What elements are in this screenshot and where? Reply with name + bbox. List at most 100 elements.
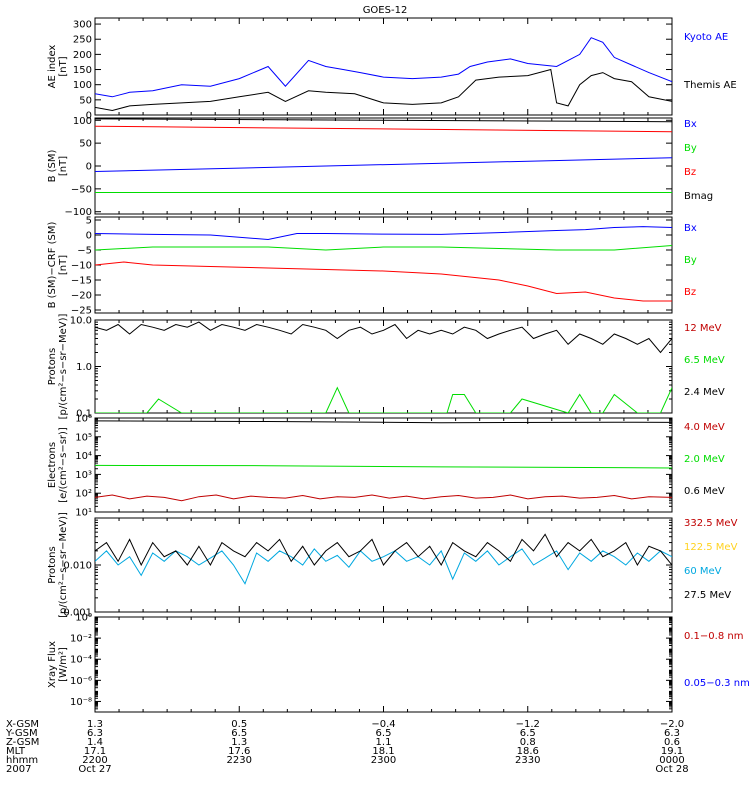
series-kyoto-ae: [95, 37, 672, 98]
legend-bx: Bx: [684, 223, 697, 234]
x-tick-value: 0.6: [664, 737, 680, 748]
x-tick-value: 6.3: [664, 728, 680, 739]
y-tick-label: 5: [86, 216, 92, 227]
y-tick-label: 10⁻⁸: [70, 697, 92, 708]
x-row-label: Y-GSM: [5, 728, 38, 739]
panel-bdiff: −25 −20 −15 −10 −5 0 5 B (SM)−CRF (SM)[nT] Bx By B…: [47, 216, 697, 317]
panel-frame: [94, 117, 673, 215]
y-axis-label: Protons[p/(cm²−s−sr−MeV)]: [47, 313, 69, 419]
y-tick-label: 10⁻⁴: [70, 655, 92, 666]
y-axis-label-line: [p/(cm²−s−sr−MeV)]: [58, 313, 69, 419]
y-tick-label: 10⁵: [75, 432, 92, 443]
y-tick-label: −20: [71, 291, 92, 302]
y-axis-label: Xray Flux[W/m²]: [47, 641, 69, 688]
y-axis-label-line: B (SM): [47, 149, 58, 182]
y-tick-label: 10³: [75, 470, 92, 481]
series-bz: [95, 125, 672, 133]
y-tick-label: −100: [65, 207, 92, 218]
x-tick-value: 0.5: [231, 719, 247, 730]
y-axis-label: AE index[nT]: [47, 45, 69, 89]
y-tick-label: 0: [86, 111, 92, 122]
y-axis-label-line: Protons: [47, 546, 58, 583]
x-row-label: X-GSM: [6, 719, 39, 730]
y-tick-label: 10⁰: [75, 613, 92, 624]
series-60-mev: [95, 548, 672, 585]
series-bz: [95, 261, 672, 302]
series-2-4-mev: [95, 321, 672, 354]
x-tick-value: 17.1: [84, 746, 106, 757]
x-row-label: 2007: [6, 764, 31, 775]
y-axis-label-line: Xray Flux: [47, 641, 58, 688]
y-tick-label: 10²: [75, 489, 92, 500]
x-tick-value: 6.5: [231, 728, 247, 739]
x-row-label: Z-GSM: [6, 737, 39, 748]
x-tick-value: 19.1: [661, 746, 683, 757]
panel-frame: [94, 216, 673, 314]
y-axis-label: B (SM)[nT]: [47, 149, 69, 182]
x-tick-value: 6.3: [87, 728, 103, 739]
y-tick-label: 10⁶: [75, 414, 92, 425]
x-tick-value: −0.4: [371, 719, 395, 730]
y-tick-label: 10¹: [75, 508, 92, 519]
x-tick-value: 2230: [227, 755, 252, 766]
series-2-0-mev: [95, 464, 672, 469]
legend-by: By: [684, 143, 697, 154]
series-4-0-mev: [95, 494, 672, 502]
legend-27-5-mev: 27.5 MeV: [684, 590, 731, 601]
y-axis-label-line: [W/m²]: [58, 647, 69, 682]
figure-title: GOES-12: [363, 5, 408, 16]
y-tick-label: −15: [71, 276, 92, 287]
x-tick-value: 0000: [659, 755, 684, 766]
series-by: [95, 245, 672, 251]
x-tick-value: 1.3: [231, 737, 247, 748]
legend-by: By: [684, 255, 697, 266]
y-tick-label: 300: [73, 20, 92, 31]
y-tick-label: 0: [86, 231, 92, 242]
y-axis-label: B (SM)−CRF (SM)[nT]: [47, 221, 69, 308]
x-tick-value: 2330: [515, 755, 540, 766]
legend-122-5-mev: 122.5 MeV: [684, 542, 738, 553]
y-tick-label: 0.010: [63, 561, 92, 572]
x-tick-value: −2.0: [660, 719, 684, 730]
x-tick-value: Oct 28: [655, 764, 688, 775]
legend-0-6-mev: 0.6 MeV: [684, 486, 725, 497]
legend-themis-ae: Themis AE: [683, 80, 737, 91]
x-tick-value: 1.3: [87, 719, 103, 730]
panel-electrons: 10¹ 10² 10³ 10⁴ 10⁵ 10⁶ Electrons[e/(cm²−s−sr)…: [47, 414, 725, 519]
legend-0-1-0-8-nm: 0.1−0.8 nm: [684, 631, 743, 642]
x-tick-value: 17.6: [228, 746, 250, 757]
y-tick-label: 10.0: [70, 316, 92, 327]
panel-frame: [94, 319, 673, 414]
panel-frame: [94, 17, 673, 116]
series-bx: [95, 157, 672, 172]
y-tick-label: 10⁴: [75, 451, 92, 462]
legend-bx: Bx: [684, 119, 697, 130]
series-themis-ae: [95, 68, 672, 112]
y-tick-label: 0: [86, 162, 92, 173]
x-tick-value: 18.1: [372, 746, 394, 757]
series-27-5-mev: [95, 533, 672, 567]
x-tick-value: 2200: [82, 755, 107, 766]
panel-xray: 10⁻⁸ 10⁻⁶ 10⁻⁴ 10⁻² 10⁰ Xray Flux[W/m²] 0.1−0.…: [47, 613, 750, 713]
x-row-label: MLT: [6, 746, 26, 757]
y-tick-label: 100: [73, 116, 92, 127]
legend-332-5-mev: 332.5 MeV: [684, 518, 738, 529]
x-tick-value: Oct 27: [78, 764, 111, 775]
y-axis-label-line: [p/(cm²−s−sr−MeV)]: [58, 512, 69, 618]
x-tick-value: 1.4: [87, 737, 103, 748]
x-tick-value: −1.2: [516, 719, 540, 730]
y-tick-label: 50: [79, 95, 92, 106]
x-tick-value: 2300: [371, 755, 396, 766]
series-bmag: [95, 118, 672, 123]
legend-bz: Bz: [684, 167, 696, 178]
y-axis-label-line: [e/(cm²−s−sr)]: [58, 427, 69, 503]
legend-6-5-mev: 6.5 MeV: [684, 355, 725, 366]
y-tick-label: 250: [73, 35, 92, 46]
y-tick-label: 0.001: [63, 608, 92, 619]
y-tick-label: 150: [73, 65, 92, 76]
panel-bsm: −100 −50 0 50 100 B (SM)[nT] Bx By Bz Bmag: [47, 116, 713, 218]
panel-frame: [94, 616, 673, 713]
x-tick-value: 6.5: [376, 728, 392, 739]
